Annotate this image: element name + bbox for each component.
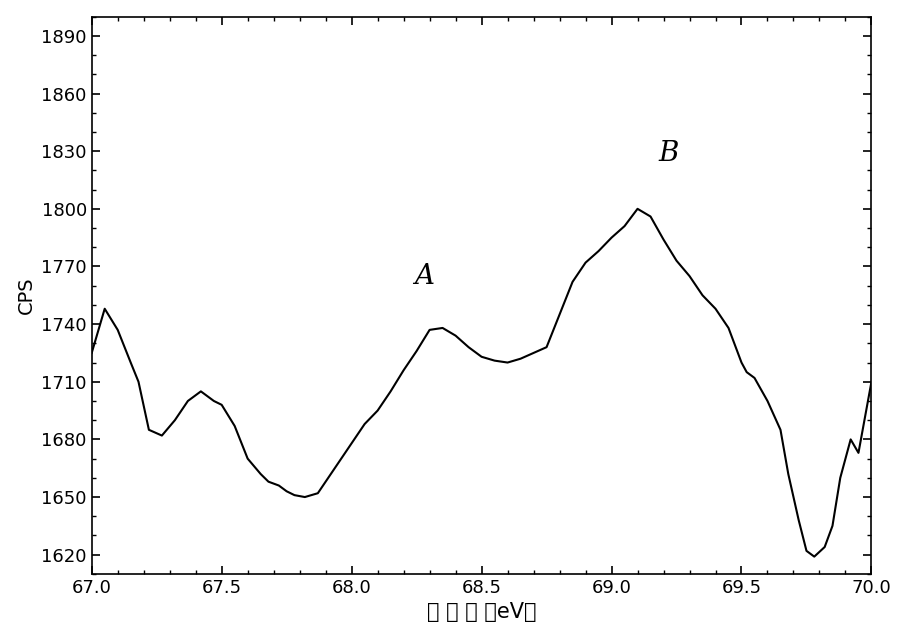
Y-axis label: CPS: CPS [16,277,35,314]
Text: B: B [658,139,679,167]
X-axis label: 结 合 能 （eV）: 结 合 能 （eV） [427,603,537,622]
Text: A: A [414,263,434,289]
